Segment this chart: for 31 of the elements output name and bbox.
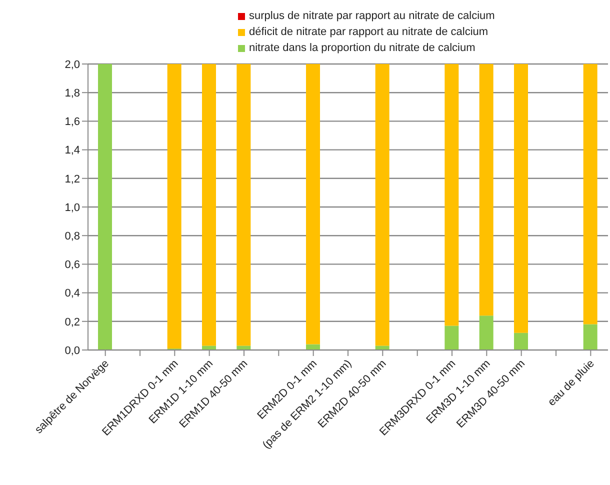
- bar: [98, 64, 112, 350]
- bar: [479, 64, 494, 316]
- bar: [444, 64, 459, 326]
- bar: [375, 346, 390, 350]
- bar: [514, 332, 528, 350]
- bar: [583, 64, 598, 324]
- y-tick-label: 1,0: [64, 202, 80, 214]
- y-tick-label: 2,0: [64, 58, 80, 71]
- y-tick-label: 0,4: [64, 288, 80, 300]
- y-tick-label: 1,6: [64, 116, 80, 128]
- bar: [583, 324, 598, 350]
- legend-label: nitrate dans la proportion du nitrate de calcium: [249, 41, 476, 56]
- bar: [306, 64, 320, 344]
- legend-label: surplus de nitrate par rapport au nitrate de calcium: [249, 9, 495, 24]
- y-tick-label: 1,2: [64, 173, 80, 186]
- bar: [375, 64, 390, 346]
- legend-label: déficit de nitrate par rapport au nitrate de calcium: [249, 25, 488, 40]
- y-tick-label: 1,4: [64, 144, 80, 157]
- y-tick-label: 1,8: [64, 88, 80, 100]
- bar: [236, 64, 251, 346]
- bar: [479, 316, 494, 350]
- y-tick-label: 0,0: [64, 344, 80, 357]
- y-tick-label: 0,6: [64, 259, 80, 272]
- bar: [514, 64, 528, 333]
- bar: [444, 326, 459, 350]
- y-tick-label: 0,2: [64, 316, 80, 328]
- bar: [167, 64, 182, 349]
- bar: [236, 346, 251, 350]
- y-tick-label: 0,8: [64, 230, 80, 243]
- bar: [202, 346, 216, 350]
- bar: [202, 64, 216, 346]
